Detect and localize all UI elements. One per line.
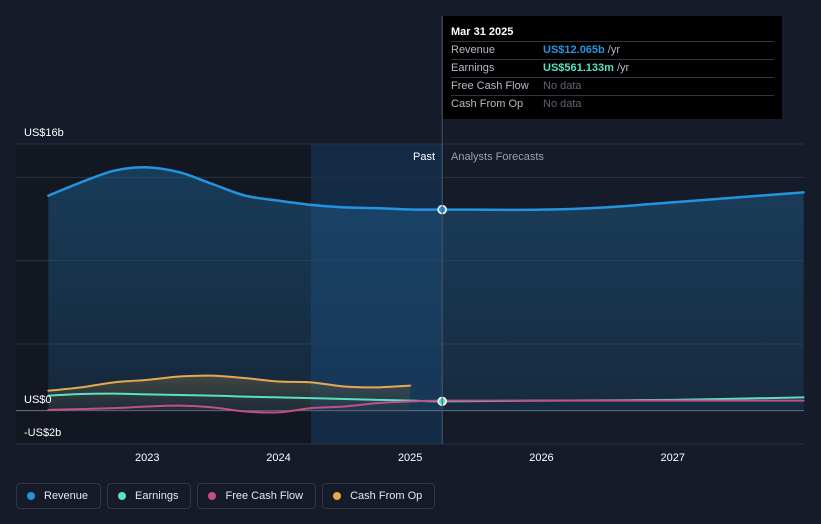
legend-item-free-cash-flow[interactable]: Free Cash Flow <box>197 483 317 509</box>
legend-label: Cash From Op <box>350 490 423 502</box>
tooltip-value: US$12.065b <box>543 44 605 56</box>
legend-dot-icon <box>118 492 127 500</box>
tooltip-date: Mar 31 2025 <box>451 26 514 38</box>
legend-label: Revenue <box>44 490 89 502</box>
legend-dot-icon <box>333 492 342 500</box>
cash-from-op-area <box>48 375 411 411</box>
tooltip-row: Free Cash Flow No data <box>451 77 774 95</box>
revenue-line <box>47 166 805 212</box>
x-tick-label: 2026 <box>529 452 553 464</box>
free-cash-flow-line <box>47 399 805 414</box>
y-bottom-label: -US$2b <box>24 427 61 439</box>
legend-label: Earnings <box>135 490 179 502</box>
revenue-area <box>48 167 804 411</box>
tooltip-label: Free Cash Flow <box>451 80 529 92</box>
y-zero-label: US$0 <box>24 394 52 406</box>
tooltip-value: No data <box>543 80 582 92</box>
cash-from-op-line <box>47 374 412 392</box>
legend-item-earnings[interactable]: Earnings <box>107 483 192 509</box>
tooltip-unit: /yr <box>616 62 630 74</box>
tooltip-label: Revenue <box>451 44 496 56</box>
y-top-label: US$16b <box>24 127 64 139</box>
tooltip-label: Cash From Op <box>451 98 524 110</box>
legend-item-revenue[interactable]: Revenue <box>16 483 102 509</box>
past-label: Past <box>413 151 435 163</box>
tooltip: Mar 31 2025 Revenue US$12.065b/yr Earnings… <box>443 16 782 119</box>
x-tick-label: 2025 <box>398 452 422 464</box>
x-tick-label: 2027 <box>660 452 684 464</box>
legend-dot-icon <box>208 492 217 500</box>
x-tick-label: 2023 <box>135 452 159 464</box>
legend-item-cash-from-op[interactable]: Cash From Op <box>322 483 436 509</box>
legend-dot-icon <box>27 492 35 500</box>
forecast-label: Analysts Forecasts <box>451 151 544 163</box>
tooltip-value: No data <box>543 98 582 110</box>
legend-label: Free Cash Flow <box>225 490 304 502</box>
tooltip-row: Revenue US$12.065b/yr <box>451 41 774 59</box>
x-tick-label: 2024 <box>266 452 290 464</box>
tooltip-value: US$561.133m <box>543 62 614 74</box>
tooltip-row: Cash From Op No data <box>451 95 774 113</box>
legend: Revenue Earnings Free Cash Flow Cash From O… <box>16 483 436 509</box>
tooltip-row: Earnings US$561.133m/yr <box>451 59 774 77</box>
tooltip-label: Earnings <box>451 62 495 74</box>
tooltip-unit: /yr <box>607 44 620 56</box>
